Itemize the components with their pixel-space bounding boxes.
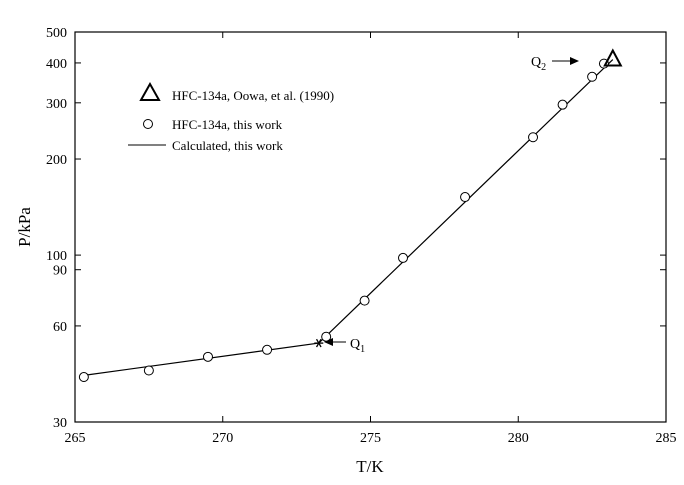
annotation-q1-arrowhead [324,338,333,346]
annotation-q2-label: Q2 [531,55,546,73]
data-point-circle [528,132,539,143]
asterisk-stroke [315,338,322,348]
x-tick-label: 280 [508,431,529,446]
annotation-q2-subscript: 2 [541,62,546,73]
data-point-circle [78,372,89,383]
data-point-circle [262,344,273,355]
y-axis-title: P/kPa [15,207,34,247]
y-tick-label: 60 [53,320,67,335]
data-point-circle [460,192,471,203]
data-point-circle [143,365,154,376]
y-tick-label: 300 [46,97,67,112]
annotation-q1-subscript: 1 [360,344,365,355]
annotation-q2-letter: Q [531,55,541,70]
data-points [78,48,623,383]
y-tick-label: 400 [46,57,67,72]
x-tick-label: 275 [360,431,381,446]
annotation-q2-arrowhead [570,57,579,65]
x-tick-label: 270 [212,431,233,446]
legend-label-this-work: HFC-134a, this work [172,117,283,132]
legend-circle-marker [143,119,153,129]
quadruple-point-asterisk [314,338,324,348]
annotation-q1-letter: Q [350,337,360,352]
y-tick-label: 100 [46,249,67,264]
x-axis-title: T/K [356,457,384,476]
y-tick-label: 90 [53,264,67,279]
y-tick-label: 30 [53,416,67,431]
x-tick-label: 265 [65,431,86,446]
data-point-circle [398,252,409,263]
calculated-lines [83,59,614,376]
y-tick-label: 500 [46,26,67,41]
data-point-circle [587,71,598,82]
legend-label-oowa: HFC-134a, Oowa, et al. (1990) [172,88,334,103]
annotation-q1-label: Q1 [350,337,365,355]
y-tick-label: 200 [46,153,67,168]
data-point-circle [557,99,568,110]
data-point-circle [202,351,213,362]
legend-label-calculated: Calculated, this work [172,138,283,153]
x-tick-label: 285 [656,431,677,446]
calculated-line [83,59,614,376]
plot-area [74,31,667,423]
data-point-circle [359,295,370,306]
annotation-q1: Q1 [324,337,365,355]
legend: HFC-134a, Oowa, et al. (1990) HFC-134a, … [128,81,334,153]
data-point-triangle [603,48,623,67]
legend-triangle-marker [139,81,161,101]
annotation-q2: Q2 [531,55,579,73]
